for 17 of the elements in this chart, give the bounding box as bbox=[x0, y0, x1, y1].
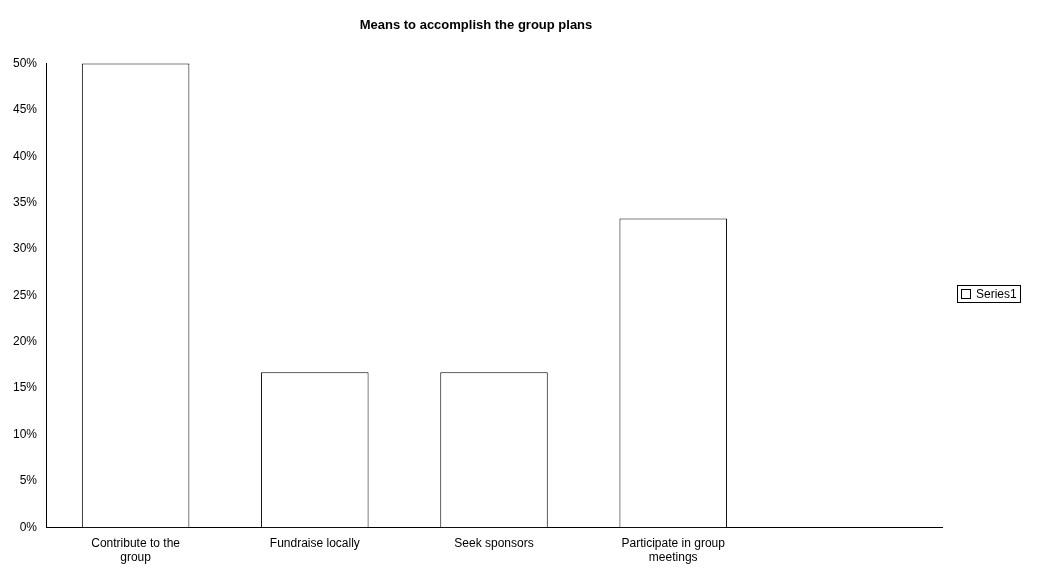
x-tick-label: Contribute to the group bbox=[91, 535, 181, 565]
y-tick-label: 15% bbox=[12, 380, 38, 395]
chart-title: Means to accomplish the group plans bbox=[359, 17, 593, 33]
x-tick-label: Fundraise locally bbox=[269, 535, 360, 550]
x-tick-label: Seek sponsors bbox=[454, 535, 534, 550]
y-tick-label: 0% bbox=[19, 519, 38, 534]
y-tick-label: 35% bbox=[12, 194, 38, 209]
y-tick-label: 20% bbox=[12, 334, 38, 349]
y-tick-label: 30% bbox=[12, 241, 38, 256]
y-tick-label: 25% bbox=[12, 287, 38, 302]
x-tick-label: Participate in group meetings bbox=[621, 535, 726, 565]
y-tick-label: 5% bbox=[19, 473, 38, 488]
y-tick-label: 10% bbox=[12, 426, 38, 441]
y-tick-label: 50% bbox=[12, 55, 38, 70]
text: Series1 bbox=[976, 287, 1017, 302]
y-tick-label: 45% bbox=[12, 102, 38, 117]
y-tick-label: 40% bbox=[12, 148, 38, 163]
